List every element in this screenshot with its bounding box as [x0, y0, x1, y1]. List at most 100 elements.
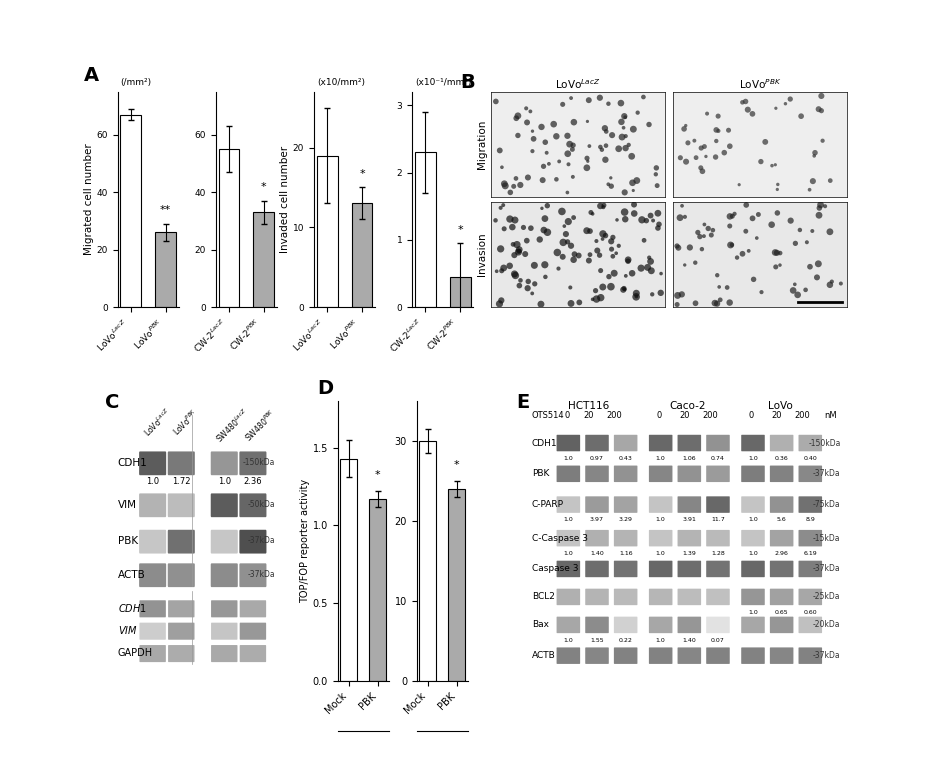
Point [581, 155, 596, 168]
Point [598, 122, 613, 135]
FancyBboxPatch shape [239, 530, 266, 554]
Point [768, 158, 783, 171]
Point [582, 255, 597, 267]
Text: 1.40: 1.40 [682, 637, 696, 643]
FancyBboxPatch shape [706, 561, 730, 577]
Point [809, 272, 824, 284]
Point [588, 285, 603, 297]
Text: -37kDa: -37kDa [813, 651, 840, 660]
Bar [340, 458, 358, 681]
Text: -37kDa: -37kDa [247, 536, 275, 545]
Point [563, 282, 578, 294]
FancyBboxPatch shape [742, 647, 765, 664]
FancyBboxPatch shape [556, 647, 581, 664]
FancyBboxPatch shape [211, 530, 238, 554]
Text: 1.55: 1.55 [590, 637, 604, 643]
FancyBboxPatch shape [239, 563, 266, 587]
Point [697, 141, 712, 153]
Point [694, 165, 710, 177]
Point [711, 281, 726, 293]
Text: -25kDa: -25kDa [813, 592, 840, 601]
Point [693, 230, 708, 243]
Point [596, 281, 611, 293]
FancyBboxPatch shape [678, 647, 701, 664]
Point [778, 98, 793, 110]
Point [768, 261, 783, 273]
Point [550, 246, 565, 259]
Point [735, 248, 750, 260]
FancyBboxPatch shape [649, 496, 673, 513]
Point [723, 140, 738, 152]
Point [626, 123, 641, 135]
Point [654, 268, 669, 280]
Point [786, 285, 801, 297]
Point [834, 278, 849, 290]
Point [792, 224, 807, 236]
Point [510, 129, 525, 142]
Text: **: ** [160, 205, 171, 215]
FancyBboxPatch shape [614, 561, 637, 577]
Point [694, 243, 710, 256]
Text: 200: 200 [607, 411, 622, 419]
FancyBboxPatch shape [742, 466, 765, 482]
FancyBboxPatch shape [799, 530, 822, 546]
Point [557, 220, 572, 233]
Point [507, 249, 522, 261]
Point [754, 155, 769, 168]
FancyBboxPatch shape [678, 588, 701, 605]
FancyBboxPatch shape [556, 466, 581, 482]
Point [653, 287, 668, 299]
Point [704, 229, 719, 241]
Text: 3.91: 3.91 [682, 517, 696, 522]
FancyBboxPatch shape [614, 435, 637, 451]
Point [582, 94, 597, 106]
Point [593, 141, 608, 153]
Point [489, 265, 504, 278]
Text: SW480$^{PBK}$: SW480$^{PBK}$ [242, 407, 279, 444]
Point [582, 225, 598, 237]
Text: 1.39: 1.39 [682, 551, 696, 556]
Point [600, 178, 615, 190]
Point [696, 230, 711, 243]
Point [675, 200, 690, 212]
Text: 6.19: 6.19 [804, 551, 817, 556]
FancyBboxPatch shape [678, 617, 701, 633]
FancyBboxPatch shape [211, 493, 238, 517]
Text: PBK: PBK [118, 536, 137, 546]
Point [504, 221, 519, 233]
Text: C: C [104, 392, 120, 412]
Point [497, 177, 512, 190]
Point [614, 116, 629, 128]
FancyBboxPatch shape [585, 435, 609, 451]
Point [802, 184, 817, 196]
Text: 1.28: 1.28 [711, 551, 725, 556]
Point [593, 291, 608, 304]
Text: LoVo$^{PBK}$: LoVo$^{PBK}$ [170, 407, 201, 438]
Point [566, 254, 582, 266]
Point [678, 155, 694, 168]
Text: 0: 0 [749, 411, 754, 419]
Point [502, 213, 518, 225]
Point [549, 130, 564, 142]
Point [629, 287, 644, 299]
Point [580, 161, 595, 174]
Point [618, 130, 633, 142]
Text: *: * [375, 470, 380, 480]
Bar [419, 441, 437, 681]
Point [648, 161, 663, 174]
Point [493, 202, 508, 214]
Point [689, 151, 704, 164]
FancyBboxPatch shape [239, 451, 266, 475]
Point [708, 297, 723, 309]
Point [585, 208, 600, 220]
Point [815, 135, 830, 147]
Point [640, 262, 655, 274]
Point [598, 154, 613, 166]
Point [536, 160, 551, 172]
Text: 3.97: 3.97 [590, 517, 604, 522]
FancyBboxPatch shape [139, 645, 166, 662]
FancyBboxPatch shape [167, 451, 195, 475]
Point [603, 281, 618, 293]
Point [555, 251, 570, 263]
FancyBboxPatch shape [799, 466, 822, 482]
